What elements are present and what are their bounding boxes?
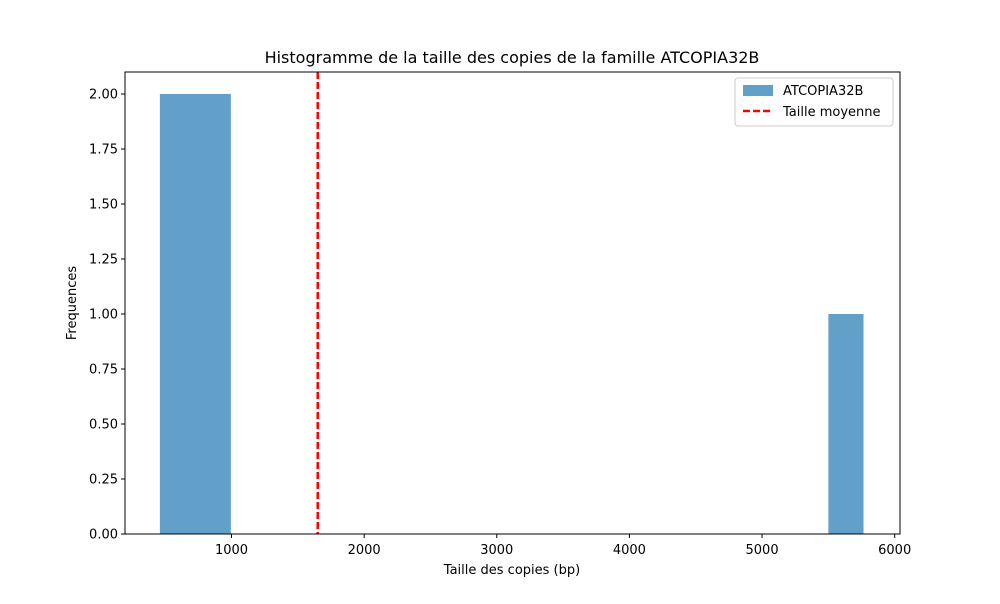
chart-title: Histogramme de la taille des copies de l… [265,48,760,67]
y-tick-label: 1.00 [89,308,118,323]
legend-swatch-bars [743,85,773,96]
legend: ATCOPIA32B Taille moyenne [734,77,894,127]
histogram-bar-2 [828,314,864,534]
y-tick-label: 2.00 [89,88,118,103]
x-tick-label: 6000 [878,543,911,558]
histogram-bar-1 [159,94,231,534]
x-axis-label: Taille des copies (bp) [443,563,580,578]
y-tick-label: 0.50 [89,418,118,433]
legend-label-bars: ATCOPIA32B [783,84,863,99]
y-tick-label: 1.25 [89,253,118,268]
legend-box [734,77,894,127]
y-axis: 0.00 0.25 0.50 0.75 1.00 1.25 1.50 1.75 2.00 [89,88,125,543]
y-axis-label: Frequences [65,266,80,340]
bars-layer [159,94,864,534]
y-tick-label: 0.25 [89,473,118,488]
x-tick-label: 3000 [480,543,513,558]
plot-frame [124,71,901,535]
y-tick-label: 1.50 [89,198,118,213]
x-tick-label: 4000 [613,543,646,558]
x-tick-label: 1000 [215,543,248,558]
y-tick-label: 0.00 [89,528,118,543]
y-tick-label: 0.75 [89,363,118,378]
y-tick-label: 1.75 [89,143,118,158]
x-tick-label: 5000 [746,543,779,558]
x-tick-label: 2000 [348,543,381,558]
x-axis: 1000 2000 3000 4000 5000 6000 [215,534,911,558]
legend-label-mean: Taille moyenne [782,105,881,120]
